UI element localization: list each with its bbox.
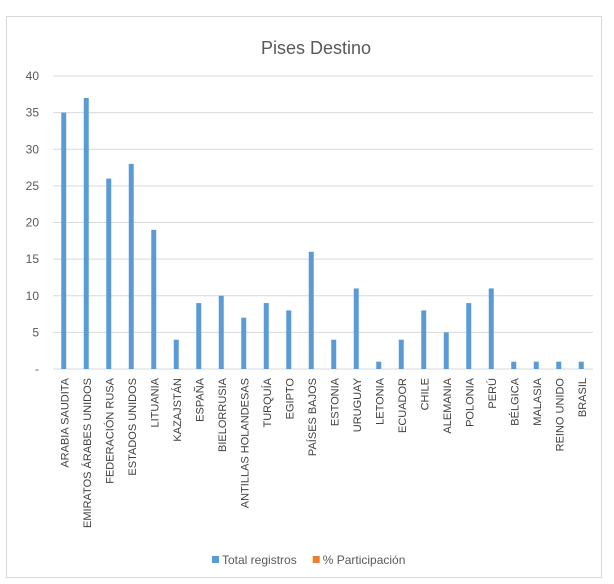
bar xyxy=(128,163,134,369)
y-tick-label: 30 xyxy=(26,142,40,156)
bar xyxy=(488,288,494,369)
y-tick-label: - xyxy=(35,362,39,376)
x-tick-label: CHILE xyxy=(419,378,431,410)
x-tick-label: EGIPTO xyxy=(284,378,296,420)
bars xyxy=(61,97,584,369)
x-tick-label: LITUANIA xyxy=(149,377,161,427)
bar xyxy=(106,178,112,369)
legend-label: Total registros xyxy=(222,553,297,567)
y-tick-label: 15 xyxy=(26,252,40,266)
legend-swatch xyxy=(212,556,219,563)
bar xyxy=(421,310,427,369)
bar xyxy=(286,310,292,369)
x-tick-label: PAÍSES BAJOS xyxy=(306,378,319,456)
y-tick-label: 25 xyxy=(26,179,40,193)
bar-chart: Pises Destino - 5 10 15 20 25 30 35 40 ARABIA SA… xyxy=(26,38,593,567)
bar xyxy=(241,317,247,369)
x-tick-label: ESPAÑA xyxy=(193,377,206,421)
bar xyxy=(376,361,382,369)
bar xyxy=(353,288,359,369)
bar xyxy=(533,361,539,369)
bar xyxy=(443,332,449,369)
y-tick-label: 40 xyxy=(26,69,40,83)
bar xyxy=(263,303,269,369)
x-tick-label: ESTONIA xyxy=(329,377,341,426)
y-tick-label: 35 xyxy=(26,106,40,120)
x-tick-label: TURQUÍA xyxy=(261,377,274,427)
x-tick-label: EMIRATOS ÁRABES UNIDOS xyxy=(81,378,94,528)
x-tick-label: KAZAJSTÁN xyxy=(171,378,184,442)
bar xyxy=(173,339,179,369)
bar xyxy=(511,361,517,369)
x-tick-label: POLONIA xyxy=(464,377,476,427)
legend-label: % Participación xyxy=(323,553,406,567)
bar xyxy=(196,303,202,369)
x-tick-label: PERÚ xyxy=(486,378,499,409)
bar xyxy=(83,97,89,369)
bar xyxy=(398,339,404,369)
y-tick-label: 10 xyxy=(26,289,40,303)
legend: Total registros % Participación xyxy=(212,553,405,567)
x-tick-label: ESTADOS UNIDOS xyxy=(127,378,139,476)
x-tick-label: MALASIA xyxy=(532,377,544,425)
chart-frame: Pises Destino - 5 10 15 20 25 30 35 40 ARABIA SA… xyxy=(6,16,602,578)
x-tick-label: BRASIL xyxy=(577,378,589,417)
x-tick-label: REINO UNIDO xyxy=(554,378,566,452)
x-tick-label: ECUADOR xyxy=(397,378,409,433)
y-tick-label: 20 xyxy=(26,216,40,230)
bar xyxy=(151,229,157,369)
x-tick-label: BÉLGICA xyxy=(508,377,521,425)
x-tick-label: ANTILLAS HOLANDESAS xyxy=(239,378,251,508)
bar xyxy=(308,251,314,369)
legend-swatch xyxy=(312,556,320,563)
bar xyxy=(61,112,67,369)
bar xyxy=(578,361,584,369)
x-tick-label: LETONIA xyxy=(374,377,386,425)
y-tick-label: 5 xyxy=(32,325,39,339)
gridlines xyxy=(53,75,593,370)
bar xyxy=(218,295,224,369)
x-tick-label: ARABIA SAUDITA xyxy=(59,377,71,467)
chart-title: Pises Destino xyxy=(261,38,371,58)
bar xyxy=(331,339,337,369)
x-tick-label: BIELORRUSIA xyxy=(217,377,229,452)
bar xyxy=(466,303,472,369)
x-tick-label: ALEMANIA xyxy=(442,377,454,433)
x-tick-label: URUGUAY xyxy=(352,377,364,432)
y-axis-ticks: - 5 10 15 20 25 30 35 40 xyxy=(26,69,40,376)
bar xyxy=(556,361,562,369)
x-axis-labels: ARABIA SAUDITA EMIRATOS ÁRABES UNIDOS FEDE… xyxy=(59,377,589,528)
x-tick-label: FEDERACIÓN RUSA xyxy=(103,377,116,483)
